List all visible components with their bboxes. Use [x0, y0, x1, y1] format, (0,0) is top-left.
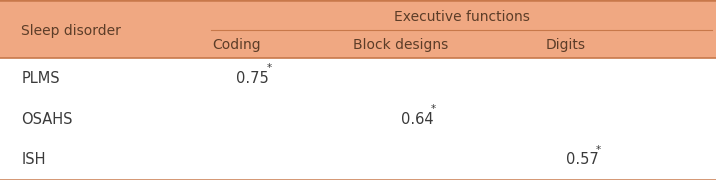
Text: Executive functions: Executive functions — [394, 10, 530, 24]
Text: ISH: ISH — [21, 152, 46, 167]
Text: Digits: Digits — [546, 38, 586, 52]
Text: 0.64: 0.64 — [401, 111, 434, 127]
Text: PLMS: PLMS — [21, 71, 60, 86]
Text: 0.57: 0.57 — [566, 152, 599, 167]
Text: Coding: Coding — [212, 38, 261, 52]
Text: Block designs: Block designs — [353, 38, 449, 52]
Text: *: * — [431, 104, 436, 114]
Text: OSAHS: OSAHS — [21, 111, 73, 127]
Text: *: * — [266, 63, 271, 73]
Text: Sleep disorder: Sleep disorder — [21, 24, 121, 38]
Text: 0.75: 0.75 — [236, 71, 269, 86]
Text: *: * — [596, 145, 601, 155]
Bar — [0, 0, 716, 58]
